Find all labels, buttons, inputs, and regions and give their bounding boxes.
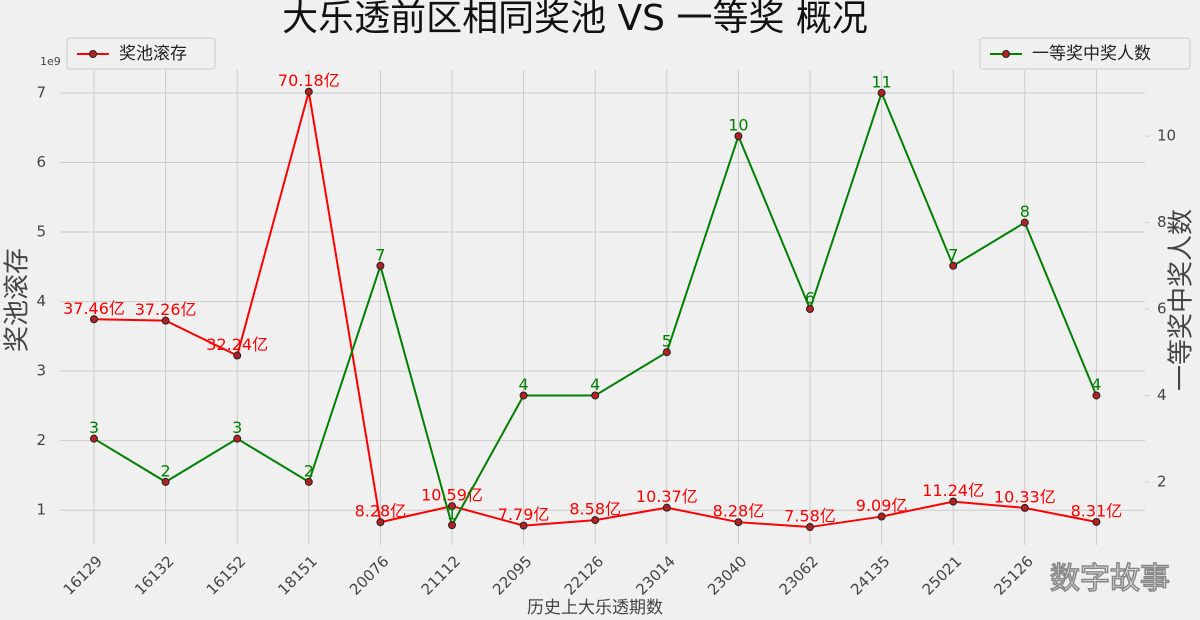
legend-box [66, 37, 216, 70]
value-label: 8.31亿 [1071, 501, 1123, 520]
marker [591, 516, 600, 525]
y-tick-label: 6 [36, 153, 46, 171]
value-label: 5 [662, 332, 672, 351]
value-label: 37.26亿 [135, 300, 197, 319]
value-label: 3 [89, 418, 99, 437]
marker [877, 512, 886, 521]
marker [662, 503, 671, 512]
value-label: 11 [871, 72, 891, 91]
marker [734, 132, 743, 141]
value-label: 9.09亿 [856, 496, 908, 515]
marker [448, 521, 456, 530]
legend-label: 奖池滚存 [119, 44, 187, 64]
marker [233, 351, 242, 360]
y2-tick-label: 4 [1157, 386, 1167, 404]
legend-box [979, 37, 1191, 70]
marker [1092, 391, 1101, 400]
value-label: 10.33亿 [994, 487, 1056, 506]
marker [1092, 517, 1101, 526]
value-label: 10.59亿 [421, 486, 483, 505]
y2-tick-label: 6 [1157, 300, 1167, 318]
legend-marker [1002, 50, 1010, 58]
value-label: 7 [375, 245, 385, 264]
y-axis-label: 奖池滚存 [3, 248, 33, 352]
value-label: 10 [728, 116, 748, 135]
legend-marker [89, 50, 97, 58]
marker [806, 305, 814, 314]
marker [591, 391, 600, 400]
marker [519, 391, 528, 400]
legend-label: 一等奖中奖人数 [1032, 44, 1151, 64]
value-label: 7 [948, 245, 958, 264]
marker [949, 497, 958, 506]
marker [877, 88, 886, 97]
value-label: 8 [1020, 202, 1030, 221]
marker [304, 87, 313, 96]
x-axis-label: 历史上大乐透期数 [527, 598, 663, 618]
marker [806, 523, 814, 532]
marker [1020, 503, 1029, 512]
marker [519, 521, 528, 530]
value-label: 8.28亿 [713, 502, 765, 521]
y2-axis-label: 一等奖中奖人数 [1167, 209, 1197, 391]
value-label: 4 [590, 375, 600, 394]
marker [90, 315, 98, 324]
value-label: 4 [1091, 375, 1101, 394]
y-tick-label: 4 [36, 292, 46, 310]
value-label: 1 [447, 505, 457, 524]
value-label: 2 [161, 461, 171, 480]
value-label: 7.58亿 [784, 507, 836, 526]
offset-label: 1e9 [40, 55, 61, 68]
marker [90, 434, 98, 443]
marker [734, 518, 743, 527]
y-tick-label: 7 [36, 83, 46, 101]
y-tick-label: 1 [36, 501, 46, 519]
marker [304, 477, 313, 486]
value-label: 8.28亿 [355, 502, 407, 521]
watermark: 数字故事 [1050, 562, 1170, 597]
marker [1020, 218, 1029, 227]
value-label: 6 [805, 289, 815, 308]
value-label: 7.79亿 [498, 505, 550, 524]
y2-tick-label: 2 [1157, 472, 1167, 490]
value-label: 10.37亿 [636, 487, 698, 506]
value-label: 32.24亿 [206, 335, 268, 354]
value-label: 37.46亿 [63, 299, 125, 318]
marker [662, 348, 671, 357]
value-label: 8.58亿 [569, 500, 621, 519]
value-label: 4 [519, 375, 529, 394]
value-label: 11.24亿 [922, 481, 984, 500]
marker [233, 434, 242, 443]
value-label: 3 [232, 418, 242, 437]
value-label: 2 [304, 461, 314, 480]
y2-tick-label: 8 [1157, 213, 1167, 231]
y2-tick-label: 10 [1157, 127, 1176, 145]
chart-title: 大乐透前区相同奖池 VS 一等奖 概况 [282, 0, 868, 39]
y-tick-label: 2 [36, 431, 46, 449]
y-tick-label: 5 [36, 223, 46, 241]
y-tick-label: 3 [36, 362, 46, 380]
marker [448, 502, 456, 511]
marker [376, 261, 385, 270]
marker [376, 518, 385, 527]
marker [161, 477, 170, 486]
marker [161, 316, 170, 325]
marker [949, 261, 958, 270]
value-label: 70.18亿 [278, 71, 340, 90]
